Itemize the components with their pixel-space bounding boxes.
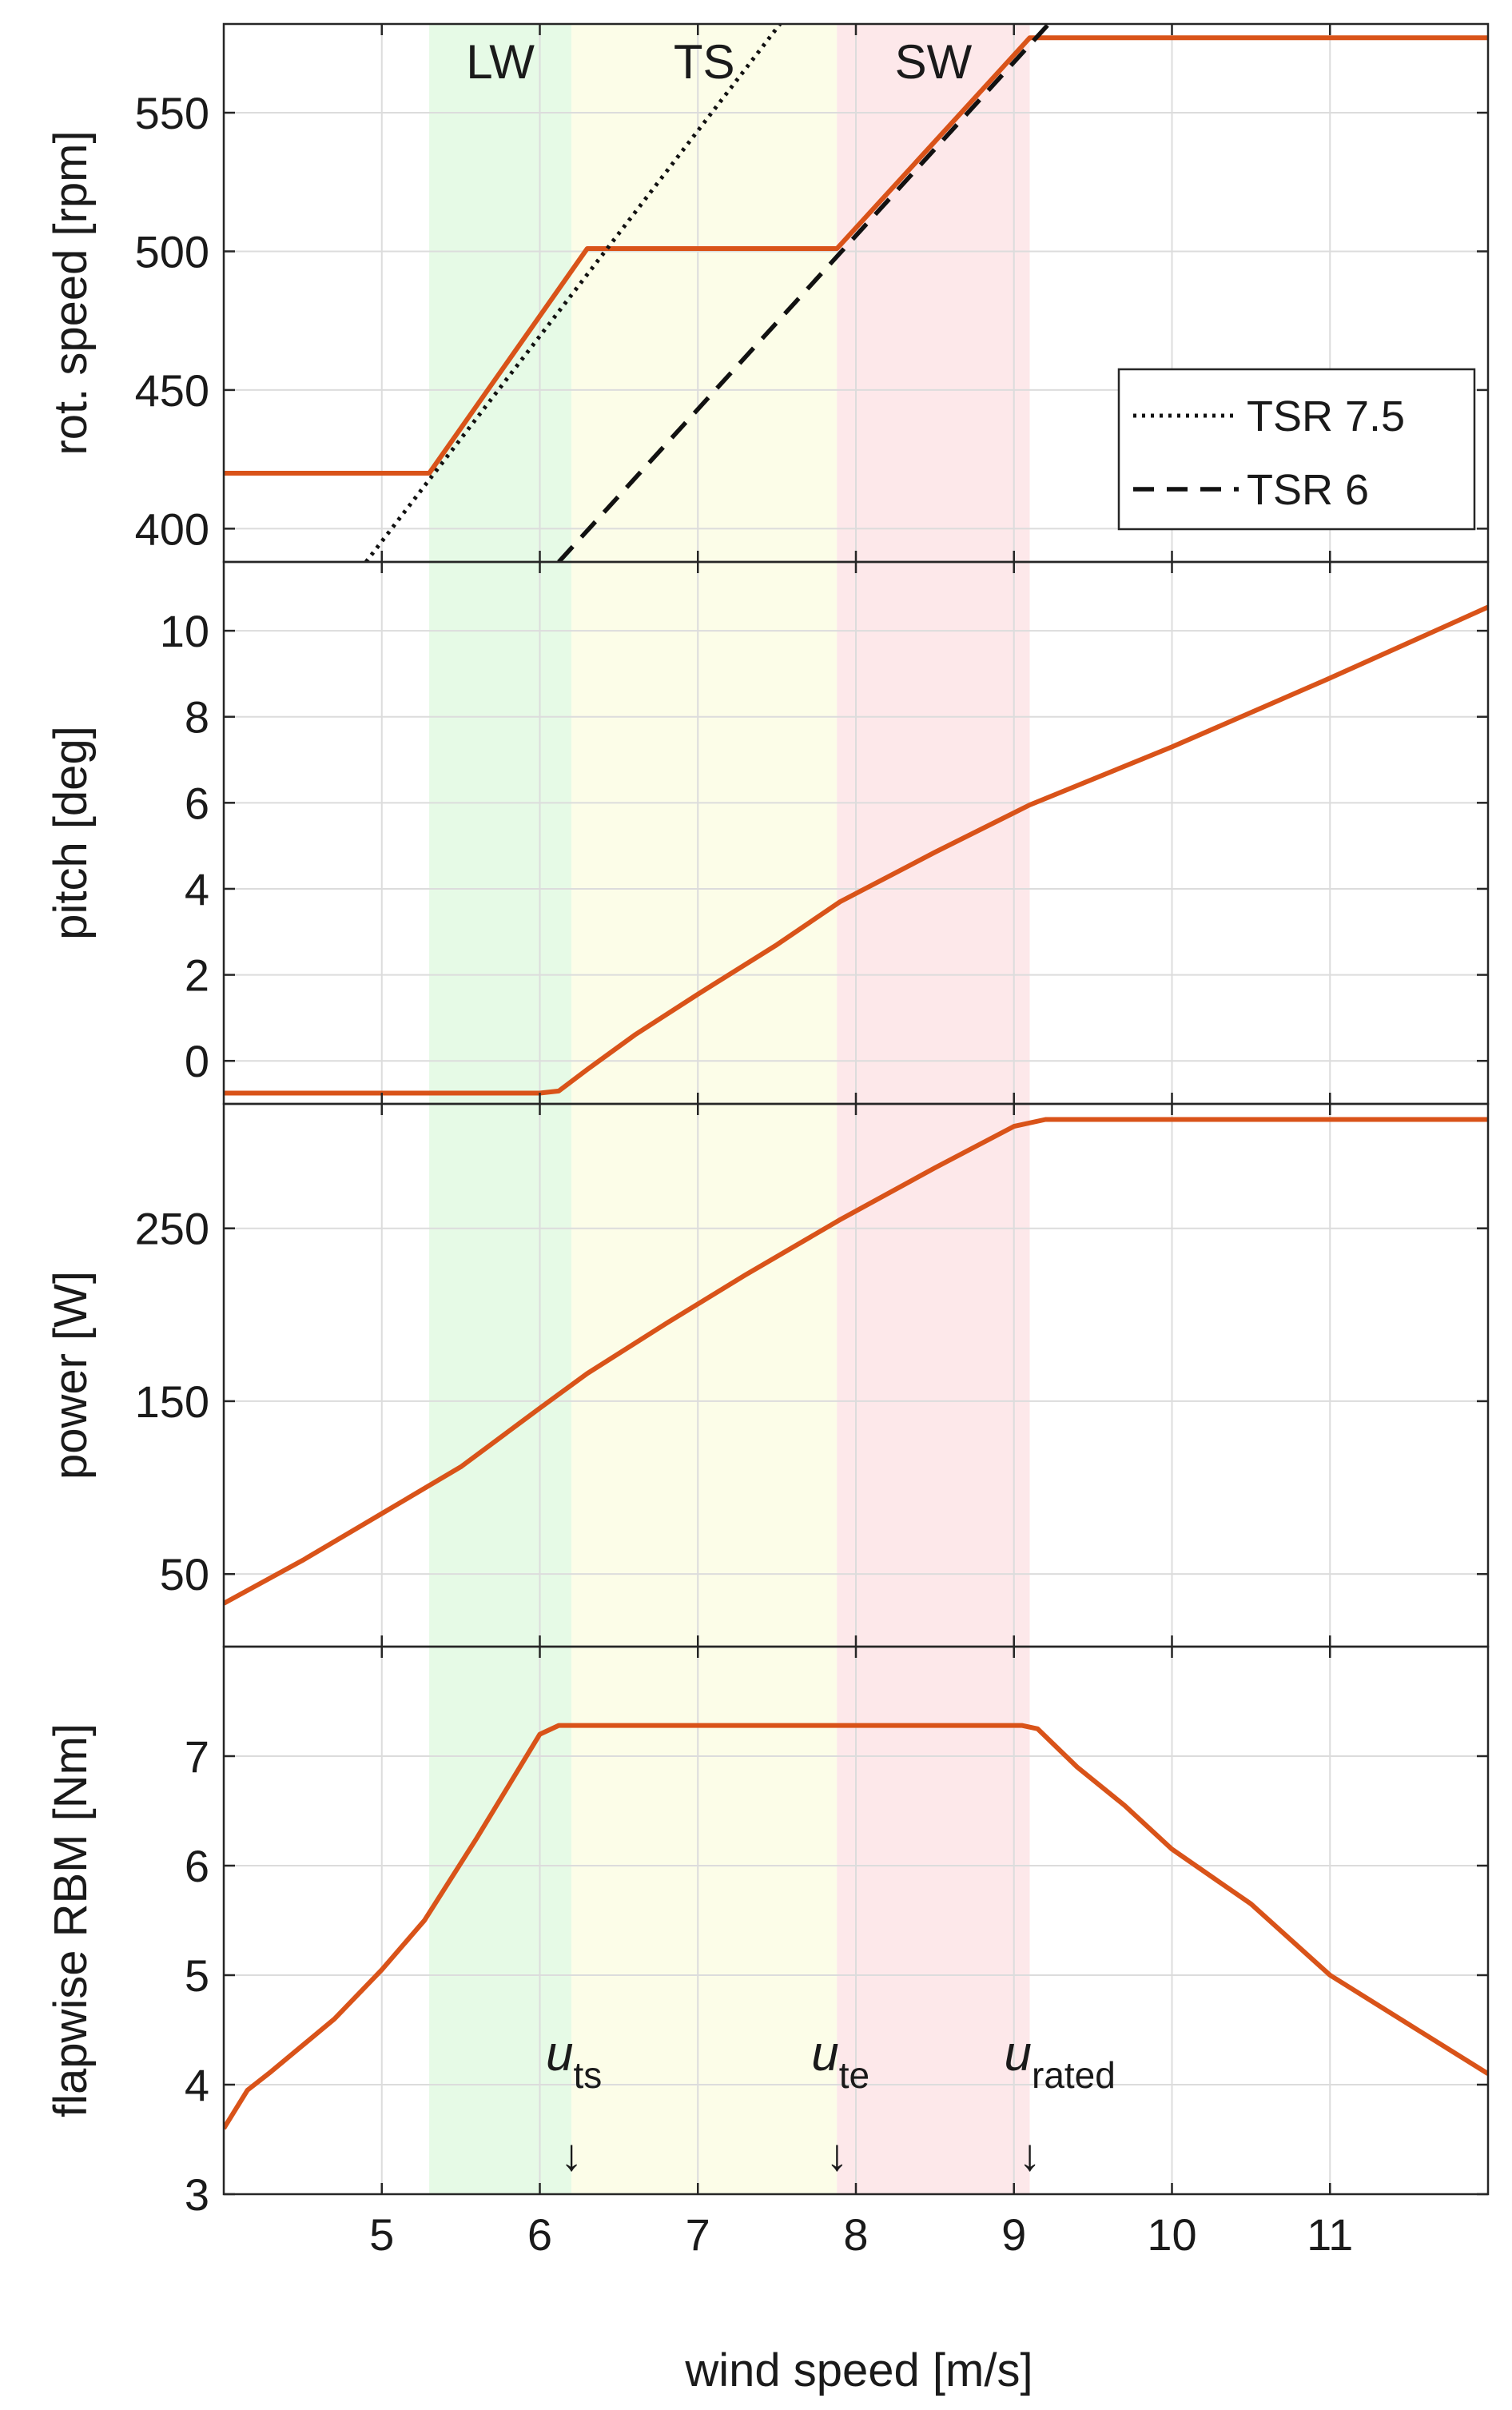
marker-arrow-te: ↓ xyxy=(826,2129,848,2180)
y-tick-label: 6 xyxy=(185,778,209,828)
tsr-7-5-line xyxy=(364,24,782,562)
marker-subscript: rated xyxy=(1032,2054,1116,2096)
marker-base-letter: u xyxy=(1005,2026,1032,2081)
y-tick-label: 150 xyxy=(135,1376,209,1427)
regions-layer xyxy=(429,24,1030,2194)
y-tick-label: 8 xyxy=(185,692,209,743)
marker-base-letter: u xyxy=(811,2026,838,2081)
marker-subscript: ts xyxy=(574,2054,603,2096)
marker-subscript: te xyxy=(839,2054,869,2096)
rotor-speed-y-axis-label: rot. speed [rpm] xyxy=(45,130,97,455)
x-tick-label: 9 xyxy=(1001,2209,1026,2260)
y-tick-label: 10 xyxy=(160,606,209,656)
region-label-sw: SW xyxy=(895,35,973,89)
y-tick-label: 450 xyxy=(135,365,209,416)
x-tick-label: 10 xyxy=(1147,2209,1196,2260)
marker-u-ts: uts xyxy=(546,2026,602,2096)
y-tick-label: 7 xyxy=(185,1731,209,1782)
panel-flapwise-rbm xyxy=(224,1723,1488,2130)
region-sw-band xyxy=(837,24,1030,2194)
panel-pitch xyxy=(224,604,1488,1096)
y-tick-label: 500 xyxy=(135,226,209,277)
frame-layer xyxy=(222,22,1490,2196)
marker-arrow-rated: ↓ xyxy=(1019,2129,1041,2180)
y-tick-label: 5 xyxy=(185,1950,209,2001)
region-lw-band xyxy=(429,24,572,2194)
y-tick-label: 6 xyxy=(185,1841,209,1891)
tsr-6-line xyxy=(557,24,1051,562)
x-tick-label: 8 xyxy=(843,2209,868,2260)
marker-u-te: ute xyxy=(811,2026,869,2096)
x-tick-label: 11 xyxy=(1307,2209,1353,2260)
y-tick-label: 250 xyxy=(135,1204,209,1254)
series-layer xyxy=(224,24,1488,2130)
flapwise-rbm-y-axis-label: flapwise RBM [Nm] xyxy=(45,1723,97,2117)
y-tick-label: 50 xyxy=(160,1549,209,1599)
y-tick-label: 3 xyxy=(185,2169,209,2220)
panel-power xyxy=(224,1117,1488,1606)
panel-rotor-speed xyxy=(224,24,1488,562)
legend: TSR 7.5 TSR 6 xyxy=(1117,368,1476,531)
y-tick-label: 2 xyxy=(185,950,209,1001)
grid-layer xyxy=(224,24,1488,2195)
y-tick-label: 550 xyxy=(135,88,209,138)
flapwise-rbm-series-line xyxy=(224,1723,1488,2130)
pitch-y-axis-label: pitch [deg] xyxy=(45,726,97,940)
x-tick-label: 7 xyxy=(686,2209,710,2260)
power-y-axis-label: power [W] xyxy=(45,1271,97,1480)
y-tick-label: 4 xyxy=(185,864,209,914)
marker-u-rated: urated xyxy=(1005,2026,1116,2096)
region-label-ts: TS xyxy=(674,35,735,89)
flapwise-rbm-axes-frame xyxy=(222,1645,1490,2196)
region-label-lw: LW xyxy=(466,35,535,89)
y-tick-label: 4 xyxy=(185,2060,209,2110)
marker-base-letter: u xyxy=(546,2026,573,2081)
rotor-speed-series-line xyxy=(224,35,1488,476)
y-tick-label: 400 xyxy=(135,504,209,554)
pitch-series-line xyxy=(224,604,1488,1096)
x-tick-label: 6 xyxy=(527,2209,552,2260)
legend-box xyxy=(1117,368,1476,531)
legend-label: TSR 7.5 xyxy=(1247,392,1405,440)
marker-arrow-ts: ↓ xyxy=(560,2129,583,2180)
legend-label: TSR 6 xyxy=(1247,466,1369,514)
region-ts-band xyxy=(571,24,838,2194)
x-tick-label: 5 xyxy=(369,2209,394,2260)
x-axis-label: wind speed [m/s] xyxy=(684,2344,1033,2396)
y-tick-label: 0 xyxy=(185,1036,209,1086)
power-series-line xyxy=(224,1117,1488,1606)
